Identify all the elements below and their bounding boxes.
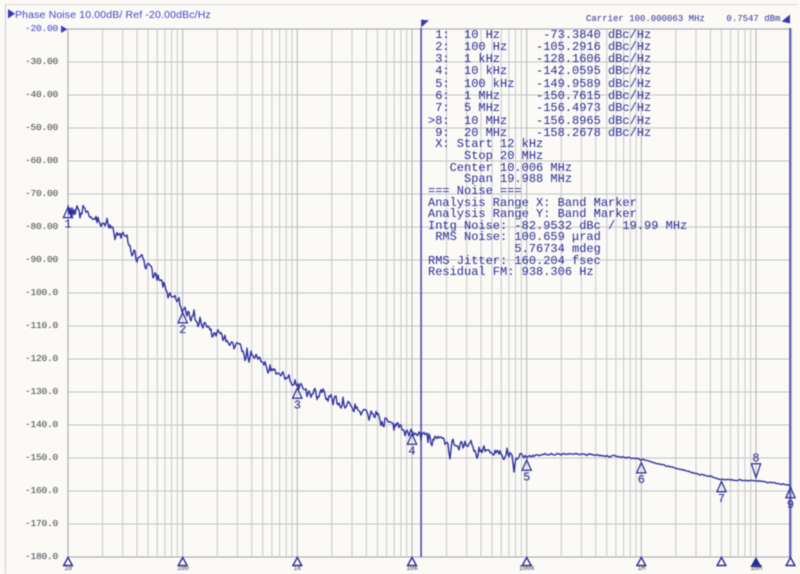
svg-text:7: 7: [718, 492, 725, 506]
svg-text:1: 1: [64, 218, 71, 232]
svg-text:2: 2: [179, 323, 186, 337]
svg-text:4: 4: [408, 444, 415, 458]
svg-text:3: 3: [294, 398, 301, 412]
svg-text:8: 8: [752, 451, 759, 465]
svg-text:5: 5: [523, 470, 530, 484]
svg-text:6: 6: [638, 473, 645, 487]
svg-text:9: 9: [787, 498, 794, 512]
